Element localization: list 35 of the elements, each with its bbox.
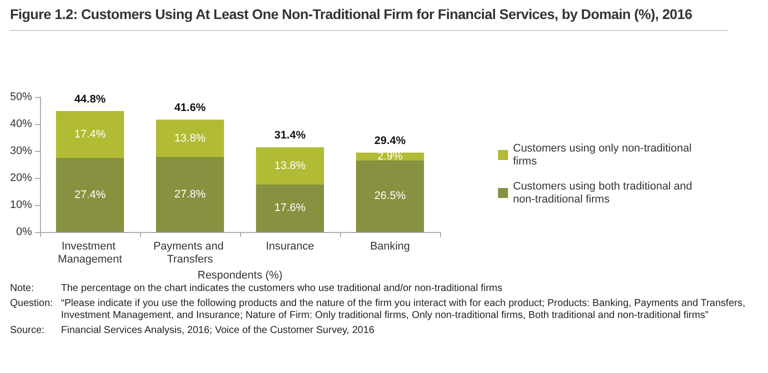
data-label: 17.4% — [74, 128, 106, 141]
bar — [56, 111, 124, 158]
bar — [156, 156, 224, 232]
total-label: 41.6% — [174, 102, 206, 114]
total-label: 31.4% — [274, 130, 306, 142]
y-tick-label: 10% — [10, 199, 32, 211]
bar — [56, 158, 124, 232]
bar — [256, 184, 324, 232]
x-tick-label: Payments and Transfers — [153, 240, 227, 266]
y-tick-label: 20% — [10, 172, 32, 184]
y-tick-label: 40% — [10, 118, 32, 130]
total-label: 44.8% — [74, 94, 106, 106]
legend-label: Customers using only non-traditional firms — [513, 142, 695, 168]
data-label: 13.8% — [274, 160, 306, 172]
text: Question: “Please indicate if you use the following products and the nature of the firm you interact with for each product; Products: Banking, Payments and Transfers, Investment Management, and Insurance; Nature of Firm: Only traditional firms, Only non-traditional firms, Both traditional and non-traditional firms” — [10, 298, 746, 322]
y-tick-label: 0% — [16, 226, 32, 238]
data-label: 27.4% — [74, 189, 106, 202]
chart-title: Figure 1.2: Customers Using At Least One Non-Traditional Firm for Financial Services, by Domain (%), 2016 — [10, 6, 728, 31]
x-axis-title: Respondents (%) — [198, 270, 282, 282]
total-label: 29.4% — [374, 135, 406, 148]
bar — [356, 160, 424, 232]
data-label: 17.6% — [274, 202, 306, 214]
text: Note: The percentage on the chart indicates the customers who use traditional and/or non-traditional firms — [10, 283, 502, 294]
y-tick-label: 50% — [10, 91, 32, 103]
text: Source: Financial Services Analysis, 2016; Voice of the Customer Survey, 2016 — [10, 325, 374, 336]
x-tick-label: Insurance — [266, 240, 314, 252]
bar — [256, 147, 324, 184]
data-label: 26.5% — [374, 190, 406, 202]
legend-label: Customers using both traditional and non-traditional firms — [513, 180, 696, 206]
x-tick-label: Investment Management — [58, 240, 122, 266]
data-label: 27.8% — [174, 188, 206, 200]
y-tick-label: 30% — [10, 145, 32, 157]
data-label: 13.8% — [174, 132, 206, 144]
bar — [156, 120, 224, 157]
x-tick-label: Banking — [370, 240, 410, 252]
